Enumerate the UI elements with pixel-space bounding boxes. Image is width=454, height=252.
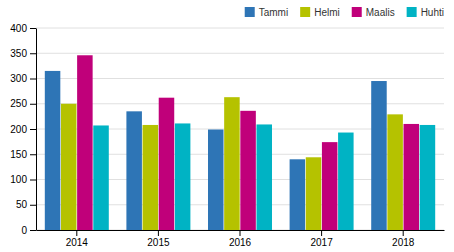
bar bbox=[256, 124, 272, 230]
x-axis: 2014 2015 2016 2017 2018 bbox=[37, 230, 445, 248]
y-tick: 300 bbox=[10, 73, 36, 84]
bar bbox=[175, 123, 191, 230]
y-tick-mark bbox=[30, 28, 36, 29]
y-tick-label: 350 bbox=[10, 48, 27, 59]
legend-label: Helmi bbox=[314, 7, 340, 18]
y-tick-label: 0 bbox=[21, 225, 27, 236]
x-tick: 2015 bbox=[147, 230, 170, 248]
y-tick: 100 bbox=[10, 174, 36, 185]
x-tick-mark bbox=[158, 230, 159, 236]
bar bbox=[371, 81, 387, 230]
plot-area: 0 50 100 150 200 250 300 350 400 2014 2015 2016 2017… bbox=[10, 23, 444, 248]
x-tick-mark bbox=[403, 230, 404, 236]
bars bbox=[45, 55, 435, 230]
y-tick-mark bbox=[30, 53, 36, 54]
x-tick-label: 2017 bbox=[310, 237, 333, 248]
y-tick: 200 bbox=[10, 124, 36, 135]
legend: Tammi Helmi Maalis Huhti bbox=[245, 7, 444, 18]
bar bbox=[61, 104, 77, 230]
legend-swatch bbox=[407, 7, 417, 17]
bar-series bbox=[45, 71, 387, 230]
x-tick-mark bbox=[240, 230, 241, 236]
x-tick: 2014 bbox=[66, 230, 89, 248]
grid-line bbox=[36, 28, 444, 29]
x-tick-mark bbox=[76, 230, 77, 236]
legend-label: Huhti bbox=[421, 7, 444, 18]
bar-series bbox=[93, 123, 435, 230]
legend-item: Tammi bbox=[245, 7, 288, 18]
y-tick-mark bbox=[30, 205, 36, 206]
bar bbox=[420, 125, 436, 230]
bar bbox=[224, 97, 240, 230]
y-tick: 250 bbox=[10, 98, 36, 109]
bar bbox=[143, 125, 159, 230]
bar-series bbox=[61, 97, 403, 230]
bar bbox=[208, 130, 224, 230]
x-tick-mark bbox=[321, 230, 322, 236]
y-tick: 400 bbox=[10, 23, 36, 34]
x-tick: 2017 bbox=[310, 230, 333, 248]
y-tick: 150 bbox=[10, 149, 36, 160]
bar bbox=[126, 111, 142, 230]
bar bbox=[240, 111, 256, 230]
bar bbox=[387, 114, 403, 230]
y-tick-label: 50 bbox=[16, 199, 28, 210]
x-tick-label: 2018 bbox=[392, 237, 415, 248]
y-tick: 350 bbox=[10, 48, 36, 59]
legend-swatch bbox=[352, 7, 362, 17]
x-tick-label: 2016 bbox=[229, 237, 252, 248]
legend-swatch bbox=[245, 7, 255, 17]
chart-container: 0 50 100 150 200 250 300 350 400 2014 2015 2016 2017… bbox=[0, 0, 454, 252]
y-tick-label: 100 bbox=[10, 174, 27, 185]
bar bbox=[93, 125, 109, 230]
y-tick-mark bbox=[30, 154, 36, 155]
y-tick: 50 bbox=[16, 199, 36, 210]
y-tick-label: 250 bbox=[10, 98, 27, 109]
legend-item: Helmi bbox=[300, 7, 340, 18]
x-tick-label: 2015 bbox=[147, 237, 170, 248]
legend-swatch bbox=[300, 7, 310, 17]
bar bbox=[322, 142, 338, 230]
y-tick: 0 bbox=[21, 225, 36, 236]
y-tick-mark bbox=[30, 79, 36, 80]
legend-item: Maalis bbox=[352, 7, 395, 18]
y-tick-mark bbox=[30, 104, 36, 105]
bar bbox=[306, 157, 322, 230]
x-tick: 2016 bbox=[229, 230, 252, 248]
x-tick: 2018 bbox=[392, 230, 415, 248]
y-tick-mark bbox=[30, 129, 36, 130]
y-tick-mark bbox=[30, 180, 36, 181]
bar bbox=[338, 133, 354, 230]
x-tick-label: 2014 bbox=[66, 237, 89, 248]
y-tick-label: 400 bbox=[10, 23, 27, 34]
y-tick-label: 300 bbox=[10, 73, 27, 84]
y-axis-line bbox=[36, 29, 37, 231]
grid-line bbox=[36, 78, 444, 79]
y-tick-label: 150 bbox=[10, 149, 27, 160]
y-axis: 0 50 100 150 200 250 300 350 400 bbox=[10, 23, 36, 236]
bar bbox=[404, 124, 420, 230]
bar bbox=[45, 71, 61, 230]
bar bbox=[290, 159, 306, 230]
y-tick-label: 200 bbox=[10, 124, 27, 135]
grid-line bbox=[36, 53, 444, 54]
bar bbox=[77, 55, 93, 230]
y-tick-mark bbox=[30, 230, 36, 231]
legend-item: Huhti bbox=[407, 7, 444, 18]
legend-label: Maalis bbox=[366, 7, 395, 18]
chart-svg: 0 50 100 150 200 250 300 350 400 2014 2015 2016 2017… bbox=[0, 0, 454, 252]
bar bbox=[159, 98, 175, 230]
legend-label: Tammi bbox=[259, 7, 288, 18]
grid bbox=[36, 28, 444, 230]
bar-series bbox=[77, 55, 419, 230]
